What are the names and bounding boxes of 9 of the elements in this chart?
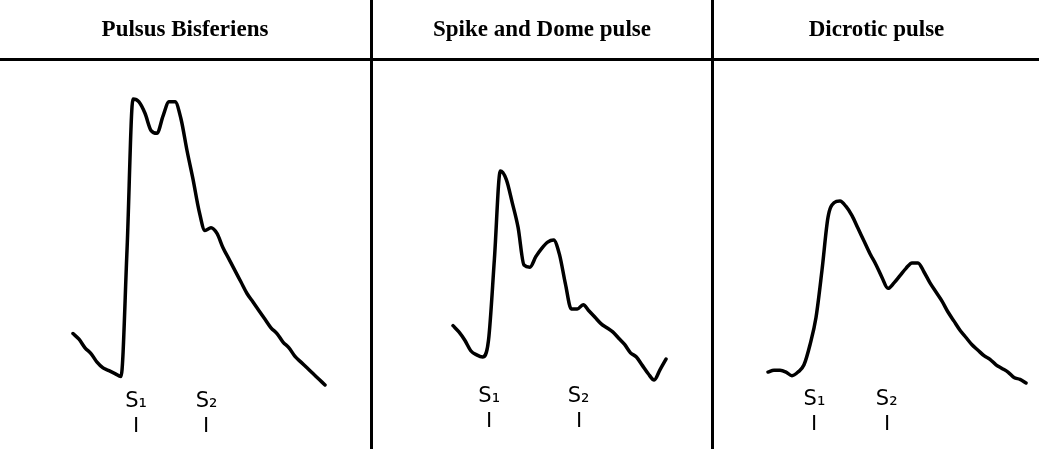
text: S₂ xyxy=(195,388,218,412)
text: S₂ xyxy=(567,383,590,407)
chart-title: Spike and Dome pulse xyxy=(373,0,711,61)
text: S₁ xyxy=(803,386,826,410)
chart-title: Pulsus Bisferiens xyxy=(0,0,370,61)
chart-title: Dicrotic pulse xyxy=(714,0,1039,61)
text: S₁ xyxy=(478,383,501,407)
text: S₂ xyxy=(875,386,898,410)
text: S₁ xyxy=(125,388,147,412)
